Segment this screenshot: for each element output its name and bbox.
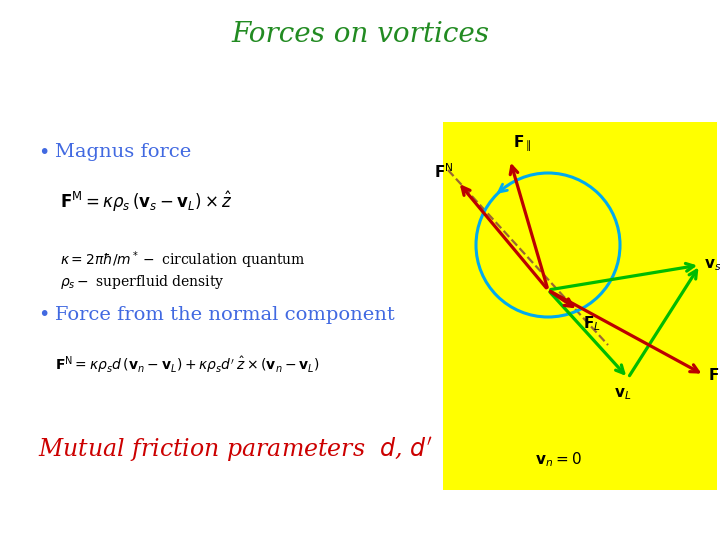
Text: Forces on vortices: Forces on vortices: [231, 22, 489, 49]
Text: $\mathbf{F}^\mathrm{N} = \kappa\rho_s d\,(\mathbf{v}_n - \mathbf{v}_L) + \kappa\: $\mathbf{F}^\mathrm{N} = \kappa\rho_s d\…: [55, 355, 320, 375]
Text: $\mathbf{F}^\mathrm{M}$: $\mathbf{F}^\mathrm{M}$: [708, 366, 720, 384]
Text: $\mathbf{F}^\mathrm{M} = \kappa\rho_s\,(\mathbf{v}_s - \mathbf{v}_L)\times\hat{z: $\mathbf{F}^\mathrm{M} = \kappa\rho_s\,(…: [60, 190, 233, 214]
Text: $\kappa = 2\pi\hbar/m^* -$ circulation quantum: $\kappa = 2\pi\hbar/m^* -$ circulation q…: [60, 249, 306, 271]
Text: •: •: [38, 306, 50, 325]
Text: Mutual friction parameters  $d$, $d^{\prime}$: Mutual friction parameters $d$, $d^{\pri…: [38, 436, 433, 464]
Bar: [443, 122, 717, 490]
Text: $\mathbf{v}_s$: $\mathbf{v}_s$: [704, 257, 720, 273]
Text: Magnus force: Magnus force: [55, 143, 192, 161]
Text: $\mathbf{v}_L$: $\mathbf{v}_L$: [614, 386, 631, 402]
Text: •: •: [38, 143, 50, 161]
Text: $\mathbf{F}_{\parallel}$: $\mathbf{F}_{\parallel}$: [513, 134, 531, 154]
Text: $\rho_s -$ superfluid density: $\rho_s -$ superfluid density: [60, 273, 225, 291]
Text: Force from the normal component: Force from the normal component: [55, 306, 395, 324]
Text: $\mathbf{v}_n = 0$: $\mathbf{v}_n = 0$: [535, 451, 581, 469]
Text: $\mathbf{F}_L$: $\mathbf{F}_L$: [583, 315, 601, 333]
Text: $\mathbf{F}^\mathrm{N}$: $\mathbf{F}^\mathrm{N}$: [433, 163, 453, 181]
